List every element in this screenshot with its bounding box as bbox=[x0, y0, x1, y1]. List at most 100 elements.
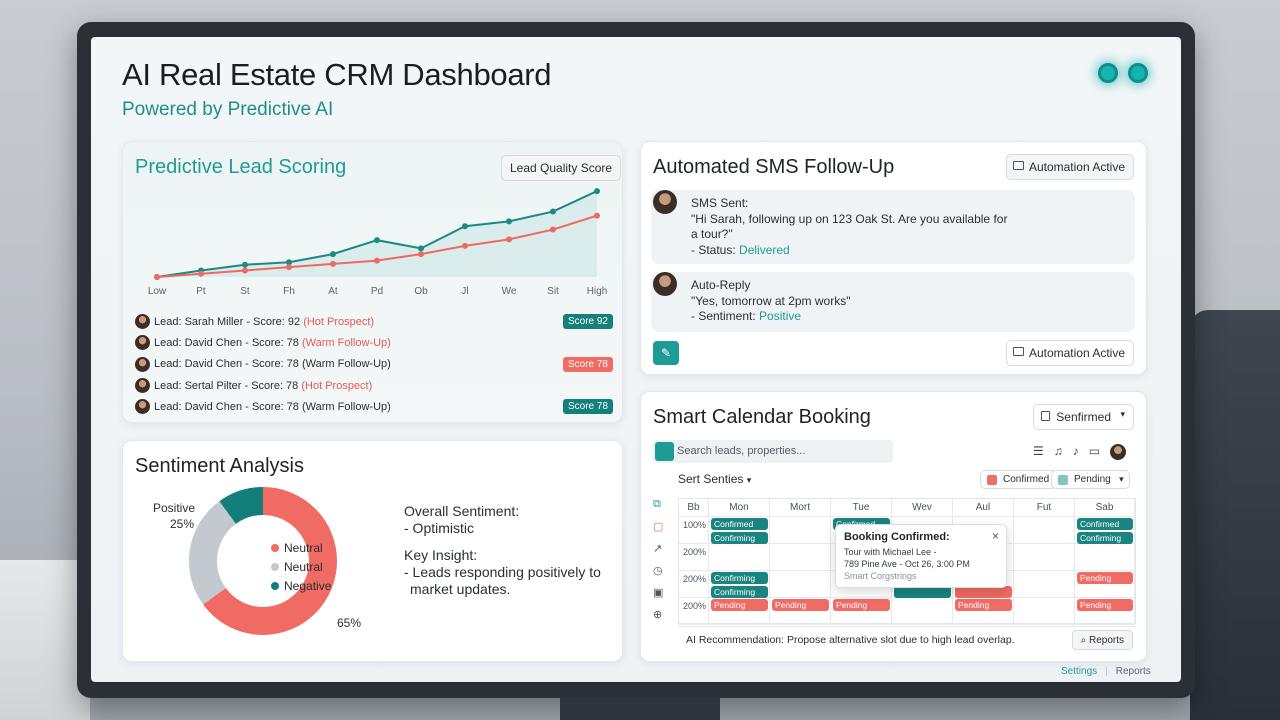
pending-event[interactable]: Pending bbox=[711, 599, 768, 611]
sms-sent-title: SMS Sent: bbox=[691, 196, 749, 210]
key-insight-line: - Leads responding positively to bbox=[404, 564, 601, 580]
bell-icon[interactable]: ♪ bbox=[1072, 444, 1079, 458]
status-indicators bbox=[1098, 63, 1148, 83]
list-icon[interactable]: ☰ bbox=[1033, 444, 1044, 458]
notification-icon[interactable]: ♫ bbox=[1053, 444, 1063, 458]
lead-tag: (Hot Prospect) bbox=[303, 315, 375, 328]
calendar-cell[interactable] bbox=[1075, 544, 1135, 571]
calendar-cell[interactable] bbox=[1075, 598, 1135, 625]
x-tick-label: Sit bbox=[547, 286, 559, 297]
positive-label: Positive bbox=[153, 501, 196, 515]
sms-sentiment-label: - Sentiment: bbox=[691, 309, 760, 323]
calendar-nav-icon[interactable]: ⧉ bbox=[653, 498, 661, 510]
calendar-cell[interactable] bbox=[1014, 544, 1075, 571]
pending-filter-dropdown[interactable]: Pending ▾ bbox=[1051, 470, 1130, 489]
lead-row[interactable]: Lead: David Chen - Score: 78 (Warm Follo… bbox=[135, 332, 613, 353]
calendar-cell[interactable] bbox=[1075, 571, 1135, 598]
briefcase-icon[interactable]: ▣ bbox=[653, 587, 664, 599]
confirmed-event[interactable]: Confirming bbox=[711, 532, 768, 544]
close-icon[interactable]: × bbox=[991, 529, 999, 543]
pending-event[interactable]: Pending bbox=[955, 599, 1012, 611]
avatar bbox=[135, 399, 150, 415]
settings-icon[interactable]: ⊕ bbox=[653, 609, 663, 621]
sms-status-label: - Status: bbox=[691, 242, 740, 257]
calendar-cell[interactable] bbox=[679, 517, 709, 544]
calendar-cell[interactable] bbox=[770, 571, 831, 598]
calendar-cell[interactable] bbox=[770, 517, 831, 544]
avatar bbox=[653, 190, 677, 214]
pin-icon[interactable]: ↗ bbox=[653, 543, 663, 555]
divider: | bbox=[1105, 666, 1108, 677]
calendar-cell[interactable] bbox=[770, 598, 831, 625]
calendar-cell[interactable] bbox=[679, 571, 709, 598]
lead-row[interactable]: Lead: David Chen - Score: 78 (Warm Follo… bbox=[135, 354, 613, 375]
pending-event[interactable]: Pending bbox=[772, 599, 829, 611]
row-label: 100% bbox=[683, 520, 707, 530]
calendar-title: Smart Calendar Booking bbox=[653, 406, 871, 428]
reports-button[interactable]: ⌕ Reports bbox=[1071, 630, 1133, 650]
data-point bbox=[374, 237, 380, 244]
reports-link[interactable]: Reports bbox=[1115, 666, 1151, 677]
lead-score-line-chart: Low Pt St Fh At Pd Ob Jl We Sit High bbox=[148, 188, 607, 297]
compose-icon[interactable]: ✎ bbox=[653, 341, 679, 365]
data-point bbox=[242, 261, 248, 268]
data-point bbox=[550, 226, 556, 233]
calendar-cell[interactable] bbox=[892, 598, 953, 625]
calendar-cell[interactable] bbox=[1014, 598, 1075, 625]
calendar-cell[interactable] bbox=[1014, 517, 1075, 544]
confirmed-event[interactable]: Confirming bbox=[1077, 532, 1133, 544]
confirmed-event[interactable]: Confirming bbox=[711, 586, 768, 598]
lead-quality-badge[interactable]: Lead Quality Score bbox=[501, 155, 622, 181]
status-dot-icon[interactable] bbox=[1128, 63, 1148, 83]
confirmed-event[interactable]: Confirmed bbox=[711, 518, 768, 530]
confirmed-event[interactable]: Confirming bbox=[711, 572, 768, 584]
confirmed-event[interactable] bbox=[894, 586, 951, 598]
calendar-cell[interactable] bbox=[679, 544, 709, 571]
pending-event[interactable]: Pending bbox=[1077, 599, 1133, 611]
pending-event[interactable] bbox=[955, 586, 1012, 598]
sentiment-donut-chart bbox=[189, 487, 337, 635]
avatar[interactable] bbox=[1110, 444, 1127, 460]
reports-label: Reports bbox=[1088, 635, 1124, 646]
row-label: 200% bbox=[683, 574, 707, 584]
legend-item: Neutral bbox=[271, 541, 331, 555]
sms-status-value: Delivered bbox=[739, 242, 790, 257]
sms-sentiment-value: Positive bbox=[759, 309, 802, 323]
automation-active-badge[interactable]: Automation Active bbox=[1005, 154, 1134, 180]
calendar-cell[interactable] bbox=[1014, 571, 1075, 598]
booking-confirmed-popup[interactable]: Booking Confirmed: Tour with Michael Lee… bbox=[835, 524, 1007, 588]
lead-row[interactable]: Lead: David Chen - Score: 78 (Warm Follo… bbox=[135, 396, 613, 417]
calendar-cell[interactable] bbox=[679, 598, 709, 625]
search-icon[interactable] bbox=[655, 442, 674, 461]
lead-scoring-title: Predictive Lead Scoring bbox=[135, 156, 347, 178]
calendar-cell[interactable] bbox=[770, 544, 831, 571]
automation-active-badge-footer[interactable]: Automation Active bbox=[1005, 340, 1134, 366]
calendar-cell[interactable] bbox=[709, 544, 770, 571]
positive-pct: 25% bbox=[170, 517, 195, 531]
calendar-status-dropdown[interactable]: Senfirmed ▾ bbox=[1033, 404, 1134, 430]
status-dot-icon[interactable] bbox=[1098, 63, 1118, 83]
data-point bbox=[242, 267, 248, 274]
calendar-cell[interactable] bbox=[953, 598, 1014, 625]
pending-event[interactable]: Pending bbox=[1077, 572, 1133, 584]
confirmed-filter-button[interactable]: Confirmed bbox=[980, 470, 1057, 489]
day-header: Mort bbox=[770, 499, 831, 517]
task-icon[interactable]: ▢ bbox=[653, 521, 664, 533]
search-input[interactable]: Search leads, properties... bbox=[653, 440, 893, 463]
data-point bbox=[330, 260, 336, 267]
clock-icon[interactable]: ◷ bbox=[653, 565, 663, 577]
calendar-cell[interactable] bbox=[831, 598, 892, 625]
key-insight-label: Key Insight: bbox=[404, 547, 478, 563]
popup-title: Booking Confirmed: bbox=[844, 531, 950, 543]
sms-sent-text: a tour?" bbox=[691, 227, 733, 241]
inbox-icon[interactable]: ▭ bbox=[1088, 444, 1101, 458]
lead-row[interactable]: Lead: Sarah Miller - Score: 92 (Hot Pros… bbox=[135, 311, 613, 332]
calendar-cell[interactable] bbox=[709, 598, 770, 625]
avatar bbox=[135, 378, 150, 394]
lead-row[interactable]: Lead: Sertal Pilter - Score: 78 (Hot Pro… bbox=[135, 375, 613, 396]
sms-followup-card: Automated SMS Follow-Up Automation Activ… bbox=[640, 141, 1147, 375]
pending-event[interactable]: Pending bbox=[833, 599, 890, 611]
confirmed-event[interactable]: Confirmed bbox=[1077, 518, 1133, 530]
settings-link[interactable]: Settings bbox=[1061, 666, 1098, 677]
series-selector[interactable]: Sert Senties ▾ bbox=[678, 472, 751, 486]
